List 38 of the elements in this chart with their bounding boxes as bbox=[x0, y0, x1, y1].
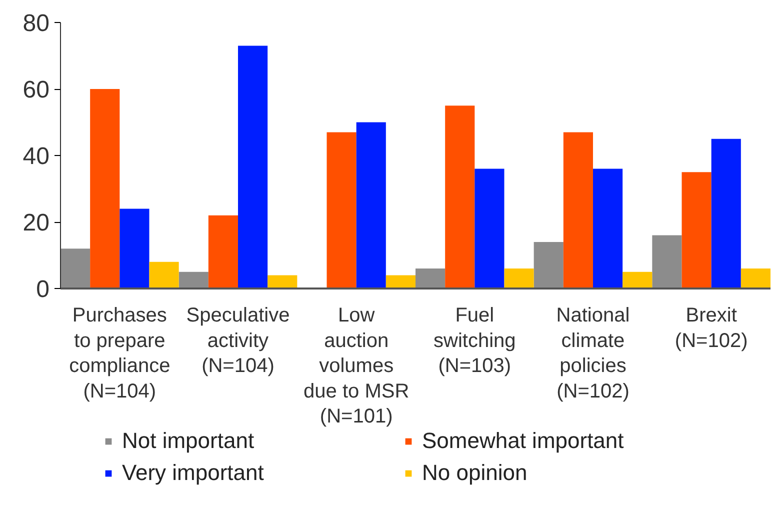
bar bbox=[474, 168, 504, 288]
x-tick-label: Speculative activity (N=104) bbox=[186, 304, 290, 378]
bar bbox=[386, 275, 416, 288]
bar bbox=[90, 89, 120, 288]
bar bbox=[445, 106, 475, 288]
bar bbox=[682, 172, 712, 288]
bar bbox=[711, 138, 741, 288]
bar bbox=[563, 132, 593, 288]
legend-label: Not important bbox=[122, 428, 254, 454]
bar bbox=[356, 122, 386, 288]
x-tick-label: Brexit (N=102) bbox=[674, 304, 748, 352]
y-tick-label: 20 bbox=[22, 210, 50, 236]
y-tick-label: 0 bbox=[36, 276, 50, 303]
bar bbox=[60, 248, 90, 288]
bar bbox=[326, 132, 356, 288]
y-tick-label: 40 bbox=[22, 143, 50, 170]
bar bbox=[149, 262, 179, 288]
bar bbox=[416, 268, 446, 288]
bar bbox=[208, 215, 238, 288]
bar bbox=[622, 272, 652, 288]
y-tick-label: 80 bbox=[22, 10, 50, 37]
y-tick-label: 60 bbox=[22, 76, 50, 104]
bar bbox=[504, 268, 534, 288]
legend-label: Somewhat important bbox=[422, 428, 624, 454]
x-tick-label: Low auction volumes due to MSR (N=101) bbox=[304, 304, 410, 428]
bar bbox=[652, 235, 682, 288]
x-tick-label: National climate policies (N=102) bbox=[556, 304, 630, 402]
bar bbox=[178, 272, 208, 288]
bar bbox=[268, 275, 298, 288]
legend-label: Very important bbox=[122, 460, 264, 486]
bar bbox=[740, 268, 770, 288]
legend-label: No opinion bbox=[422, 460, 528, 486]
bar bbox=[120, 208, 150, 288]
bar bbox=[534, 242, 564, 288]
x-tick-label: Purchases to prepare compliance (N=104) bbox=[69, 304, 170, 402]
x-tick-label: Fuel switching (N=103) bbox=[434, 304, 516, 378]
bar bbox=[593, 168, 623, 288]
bar bbox=[238, 46, 268, 288]
